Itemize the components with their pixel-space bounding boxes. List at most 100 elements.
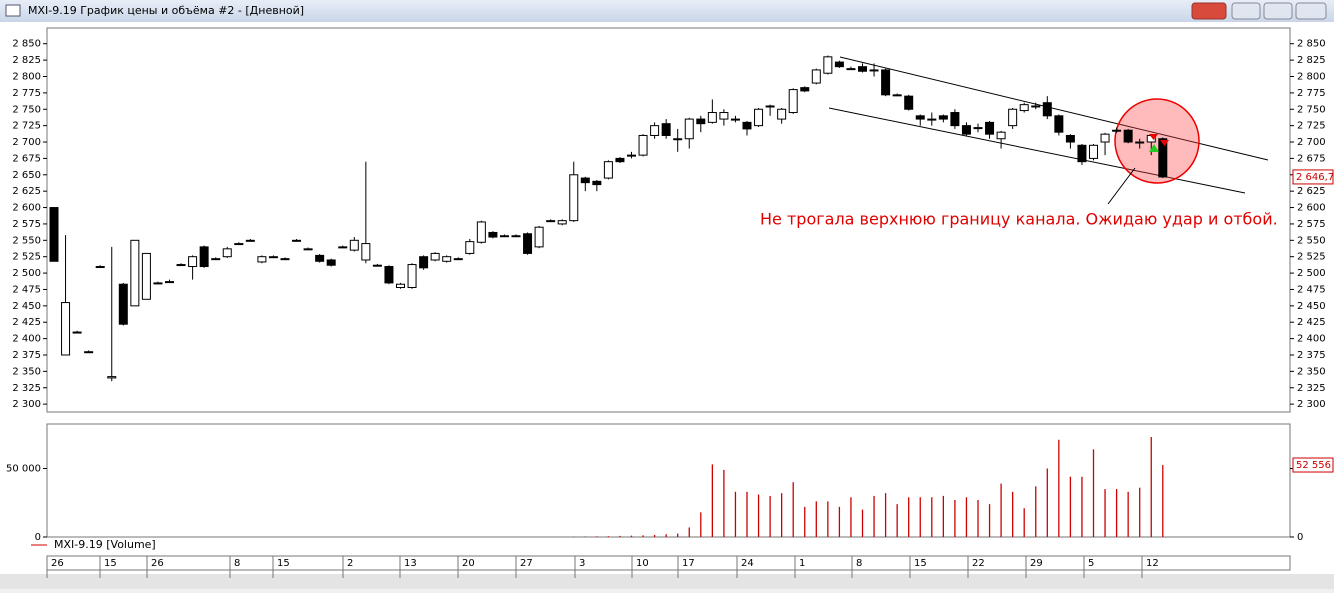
candle-body [499, 235, 509, 238]
candle-body [777, 108, 787, 120]
y-tick-label: 2 450 [12, 301, 41, 312]
candle-body [534, 226, 544, 248]
y-tick-label: 2 500 [12, 268, 41, 279]
candle-body [673, 138, 683, 141]
candle-body [361, 243, 371, 261]
y-tick-label-right: 2 750 [1297, 104, 1326, 115]
date-label: 15 [277, 558, 290, 569]
candle-body [834, 61, 844, 68]
candle-body [1065, 134, 1075, 143]
y-tick-label: 2 475 [12, 284, 41, 295]
y-tick-label: 2 775 [12, 88, 41, 99]
candle-body [268, 256, 278, 259]
volume-panel [46, 423, 1291, 538]
title-bar [0, 0, 1334, 22]
y-tick-label: 2 425 [12, 317, 41, 328]
y-tick-label-right: 2 400 [1297, 334, 1326, 345]
y-tick-label: 2 575 [12, 219, 41, 230]
highlight-circle [1114, 98, 1200, 184]
date-label: 26 [51, 558, 64, 569]
close-window-button[interactable] [1295, 2, 1327, 20]
last-value-label: 2 646,7 [1296, 172, 1334, 183]
y-tick-label-right: 2 800 [1297, 71, 1326, 82]
candle-body [1089, 144, 1098, 159]
minimize-button[interactable] [1231, 2, 1261, 20]
y-tick-label: 2 825 [12, 55, 41, 66]
window-title: MXI-9.19 График цены и объёма #2 - [Днев… [28, 4, 304, 17]
candle-body [430, 252, 440, 261]
date-label: 15 [914, 558, 927, 569]
candle-body [754, 108, 764, 127]
candle-body [1042, 102, 1052, 117]
candle-body [592, 180, 602, 186]
candle-body [881, 69, 891, 96]
y-tick-label: 2 600 [12, 203, 41, 214]
close-button[interactable] [1191, 2, 1227, 20]
candle-body [292, 239, 302, 242]
candle-body [1031, 105, 1041, 108]
date-label: 22 [972, 558, 985, 569]
y-tick-label-right: 2 475 [1297, 284, 1326, 295]
maximize-button[interactable] [1263, 2, 1293, 20]
candle-body [95, 266, 105, 269]
candle-body [961, 125, 971, 135]
candle-body [488, 231, 498, 238]
candle-body [661, 123, 671, 136]
candle-body [696, 118, 706, 125]
y-tick-label-right: 2 525 [1297, 252, 1326, 263]
y-tick-label: 2 400 [12, 334, 41, 345]
date-label: 20 [462, 558, 475, 569]
candle-body [280, 258, 290, 261]
y-tick-label-right: 2 450 [1297, 301, 1326, 312]
candle-body [869, 69, 879, 72]
scrollbar[interactable] [0, 574, 1334, 589]
y-tick-label: 2 750 [12, 104, 41, 115]
candle-body [1054, 115, 1064, 133]
candle-body [615, 157, 625, 163]
candle-body [927, 118, 937, 121]
y-tick-label-right: 2 625 [1297, 186, 1326, 197]
candle-body [338, 246, 348, 249]
candle-body [476, 221, 486, 243]
y-tick-label-right: 2 325 [1297, 383, 1326, 394]
candle-body [315, 254, 325, 262]
candle-body [130, 239, 140, 307]
candle-body [800, 87, 810, 92]
candle-body [165, 281, 174, 284]
y-tick-label: 2 300 [12, 399, 41, 410]
candle-body [950, 112, 960, 127]
candle-body [384, 266, 394, 284]
candle-body [107, 376, 117, 379]
date-label: 2 [347, 558, 353, 569]
candle-body [580, 177, 590, 184]
candle-body [234, 243, 244, 246]
candle-body [557, 220, 567, 225]
channel-upper [839, 56, 1269, 161]
y-tick-label-right: 2 850 [1297, 39, 1326, 50]
candle-body [707, 112, 717, 123]
candle-body [84, 351, 94, 354]
candle-body [973, 127, 983, 130]
candle-body [1135, 141, 1145, 144]
y-tick-label: 50 000 [6, 464, 41, 475]
y-tick-label-right: 2 775 [1297, 88, 1326, 99]
candle-body [846, 68, 856, 71]
date-label: 8 [234, 558, 240, 569]
y-tick-label-right: 2 675 [1297, 153, 1326, 164]
date-label: 17 [682, 558, 695, 569]
y-tick-label-right: 2 500 [1297, 268, 1326, 279]
y-tick-label-right: 2 425 [1297, 317, 1326, 328]
candle-body [788, 89, 798, 114]
candle-body [153, 282, 163, 285]
y-tick-label: 2 325 [12, 383, 41, 394]
candle-body [188, 256, 198, 268]
candle-body [1112, 129, 1122, 132]
candle-body [118, 283, 128, 325]
candle-body [1123, 129, 1133, 143]
candle-body [61, 302, 71, 356]
candle-body [938, 115, 948, 120]
date-label: 5 [1088, 558, 1094, 569]
y-tick-label-right: 2 600 [1297, 203, 1326, 214]
y-tick-label: 2 725 [12, 121, 41, 132]
candle-body [49, 207, 59, 262]
